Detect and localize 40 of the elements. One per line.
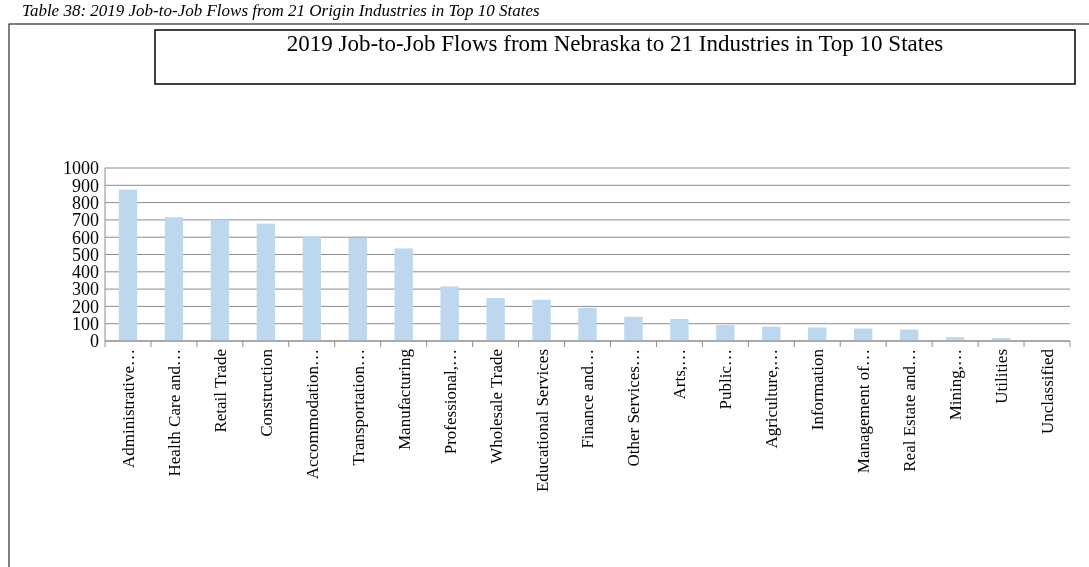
x-tick-label: Manufacturing xyxy=(394,348,414,451)
caption: Table 38: 2019 Job-to-Job Flows from 21 Origin Industries in Top 10 States xyxy=(22,1,540,20)
bar xyxy=(118,189,138,341)
x-tick-label: Arts,… xyxy=(670,349,690,400)
bar xyxy=(302,235,321,341)
bar xyxy=(762,326,781,341)
x-tick-label: Educational Services xyxy=(532,349,552,493)
x-tick-label: Management of… xyxy=(854,349,874,474)
x-tick-label: Public… xyxy=(716,349,736,410)
bar xyxy=(486,298,505,341)
bar xyxy=(256,223,276,341)
x-tick-label: Administrative… xyxy=(118,349,138,468)
x-tick-label: Unclassified xyxy=(1037,348,1057,434)
bar xyxy=(532,299,551,341)
y-tick-label: 0 xyxy=(90,331,99,352)
x-tick-label: Transportation… xyxy=(348,349,368,466)
x-tick-label: Other Services… xyxy=(624,349,644,467)
x-tick-label: Information xyxy=(808,348,828,431)
x-tick-label: Accommodation… xyxy=(302,349,322,480)
bar xyxy=(440,286,459,341)
x-tick-label: Mining,… xyxy=(946,349,966,421)
y-tick-label: 100 xyxy=(72,314,99,334)
bar xyxy=(624,316,643,341)
x-tick-label: Wholesale Trade xyxy=(486,349,506,464)
chart-title: 2019 Job-to-Job Flows from Nebraska to 21 Industries in Top 10 States xyxy=(285,31,945,57)
bar xyxy=(578,307,597,341)
bar xyxy=(670,319,689,341)
bar xyxy=(164,217,184,341)
x-tick-label: Finance and… xyxy=(578,349,598,449)
x-tick-label: Health Care and… xyxy=(164,349,184,477)
x-tick-label: Construction xyxy=(256,348,276,437)
x-tick-label: Utilities xyxy=(992,349,1012,404)
x-tick-label: Agriculture,… xyxy=(762,349,782,449)
bar xyxy=(348,238,367,341)
x-tick-label: Professional,… xyxy=(440,349,460,455)
x-tick-label: Real Estate and… xyxy=(900,349,920,472)
x-tick-label: Retail Trade xyxy=(210,349,230,433)
bar xyxy=(210,219,230,341)
bar xyxy=(716,325,735,341)
bar xyxy=(394,248,413,341)
